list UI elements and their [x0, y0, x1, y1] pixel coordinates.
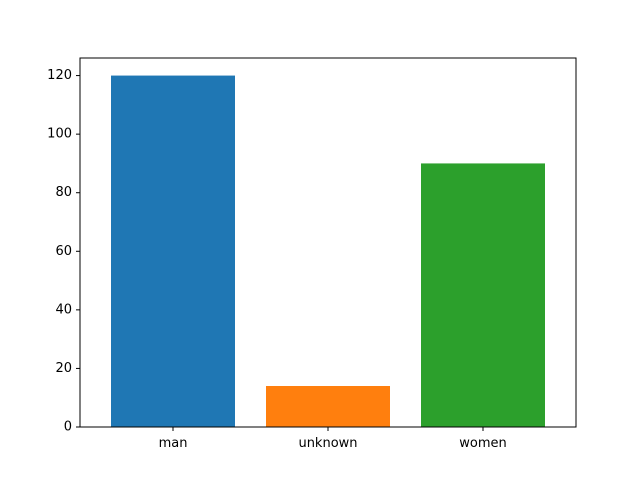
- y-tick-label: 0: [64, 420, 72, 435]
- x-tick-label: man: [159, 436, 188, 451]
- y-tick-label: 120: [47, 68, 72, 83]
- y-tick-label: 100: [47, 127, 72, 142]
- y-tick-label: 80: [55, 185, 72, 200]
- bar-man: [111, 75, 235, 428]
- y-tick-label: 20: [55, 361, 72, 376]
- plot-frame: [79, 57, 577, 428]
- x-tick-label: unknown: [298, 436, 357, 451]
- y-tick-label: 40: [55, 302, 72, 317]
- y-axis: 0 20 40 60 80 100 120: [47, 68, 80, 435]
- bars-group: [111, 75, 545, 428]
- bar-women: [421, 163, 545, 427]
- bar-unknown: [266, 386, 390, 427]
- x-tick-label: women: [459, 436, 507, 451]
- y-tick-label: 60: [55, 244, 72, 259]
- x-axis: man unknown women: [159, 427, 507, 451]
